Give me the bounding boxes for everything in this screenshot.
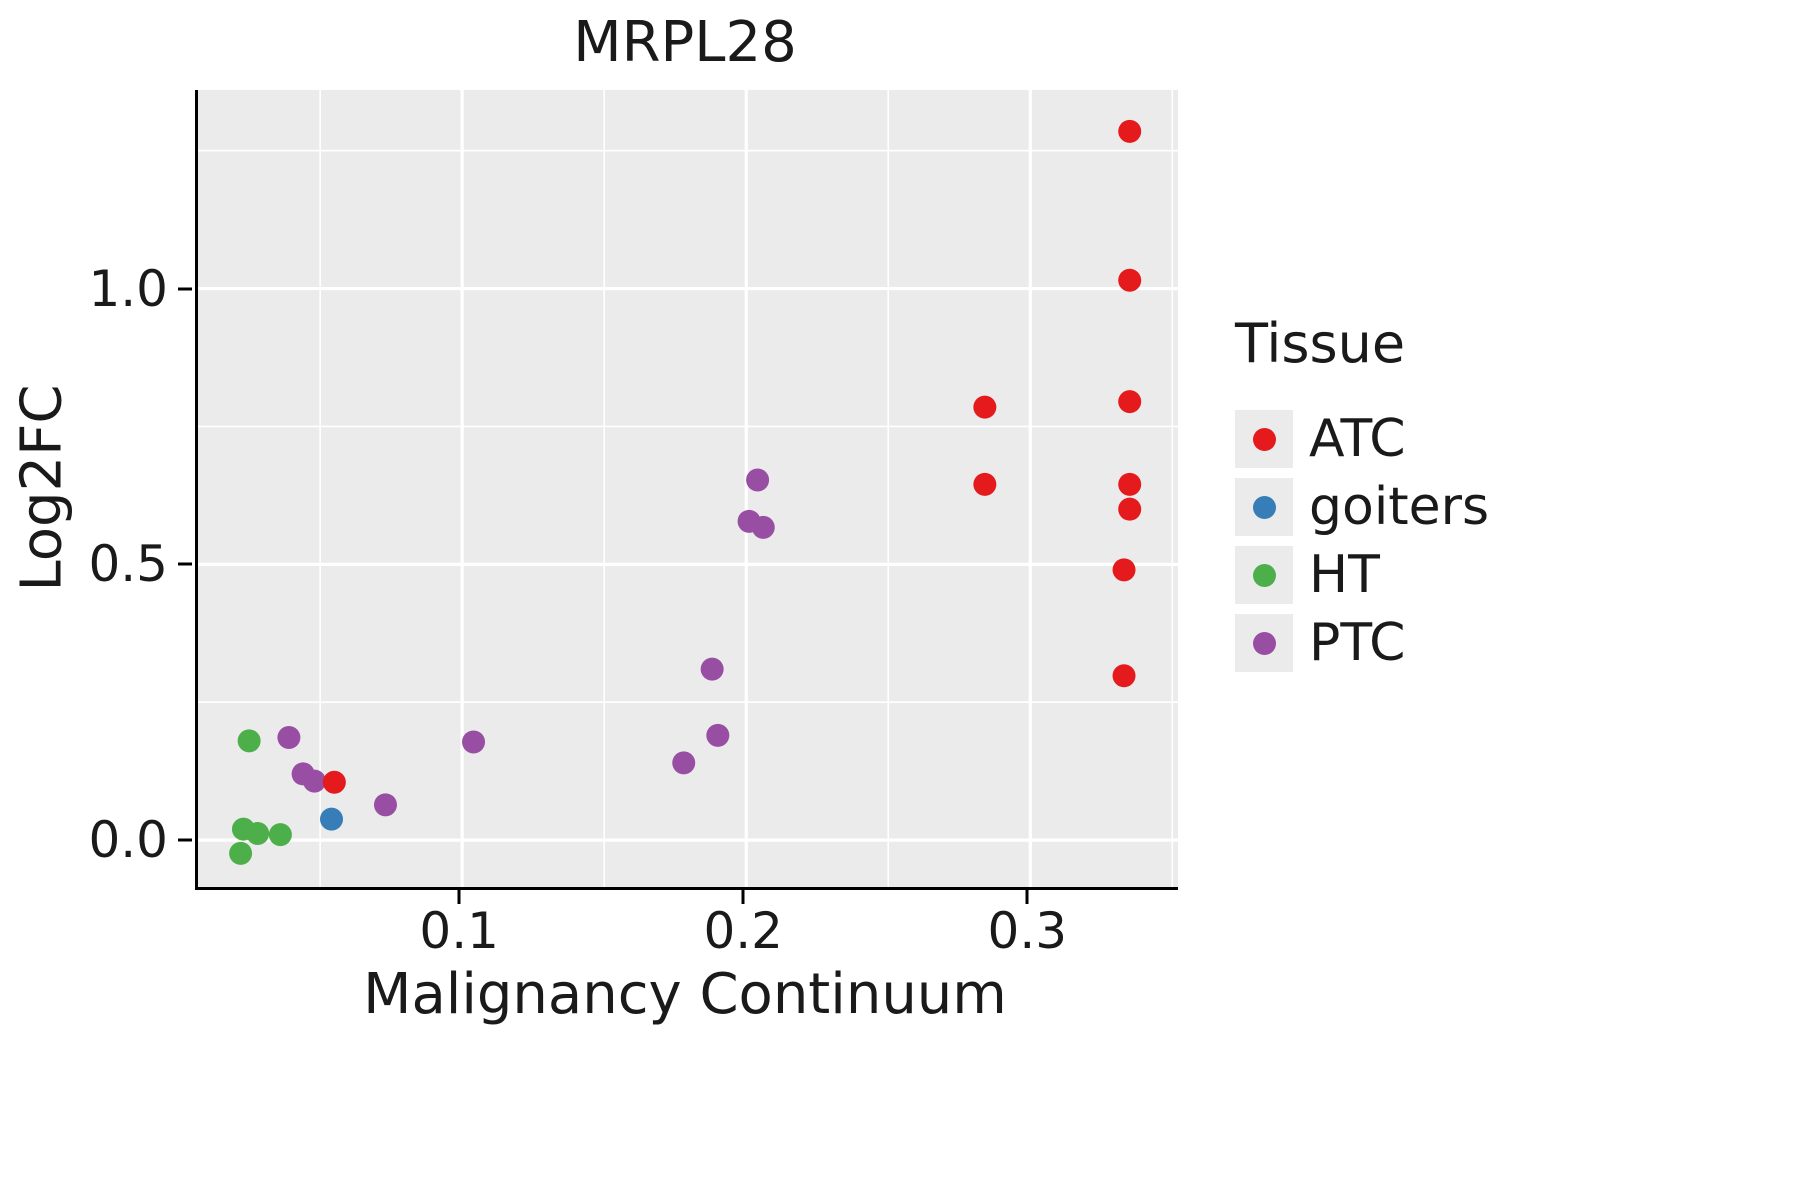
legend-key bbox=[1235, 410, 1293, 468]
data-point-ATC[interactable] bbox=[973, 472, 997, 496]
x-tick-label: 0.2 bbox=[703, 902, 783, 960]
legend-label: HT bbox=[1309, 545, 1380, 605]
data-point-PTC[interactable] bbox=[706, 723, 730, 747]
data-point-ATC[interactable] bbox=[1118, 390, 1142, 414]
data-point-ATC[interactable] bbox=[1118, 119, 1142, 143]
x-tick-mark bbox=[457, 890, 461, 904]
data-point-PTC[interactable] bbox=[462, 730, 486, 754]
data-point-ATC[interactable] bbox=[1112, 558, 1136, 582]
x-tick-label: 0.3 bbox=[987, 902, 1068, 960]
y-tick-mark bbox=[178, 562, 192, 566]
x-tick-mark bbox=[741, 890, 745, 904]
data-point-PTC[interactable] bbox=[700, 657, 724, 681]
y-axis-title: Log2FC bbox=[9, 384, 75, 592]
data-point-ATC[interactable] bbox=[1118, 497, 1142, 521]
legend-label: PTC bbox=[1309, 613, 1406, 673]
y-tick-mark bbox=[178, 838, 192, 842]
legend-label: goiters bbox=[1309, 477, 1490, 537]
data-point-ATC[interactable] bbox=[322, 770, 346, 794]
x-tick-mark bbox=[1025, 890, 1029, 904]
data-point-PTC[interactable] bbox=[751, 515, 775, 539]
data-point-PTC[interactable] bbox=[302, 769, 326, 793]
data-point-HT[interactable] bbox=[268, 823, 292, 847]
legend-key bbox=[1235, 478, 1293, 536]
data-point-PTC[interactable] bbox=[277, 726, 301, 750]
legend-dot-icon bbox=[1252, 563, 1276, 587]
x-axis-title: Malignancy Continuum bbox=[363, 962, 1007, 1027]
legend-key bbox=[1235, 614, 1293, 672]
y-tick-label: 1.0 bbox=[88, 259, 168, 318]
legend-item-PTC[interactable]: PTC bbox=[1235, 613, 1489, 673]
data-point-ATC[interactable] bbox=[973, 395, 997, 419]
data-point-HT[interactable] bbox=[246, 821, 270, 845]
legend-items: ATC goiters HT PTC bbox=[1235, 409, 1489, 673]
y-tick-label: 0.0 bbox=[88, 811, 168, 870]
legend-dot-icon bbox=[1252, 495, 1276, 519]
legend-item-HT[interactable]: HT bbox=[1235, 545, 1489, 605]
legend-dot-icon bbox=[1252, 427, 1276, 451]
data-point-HT[interactable] bbox=[229, 841, 253, 865]
data-point-PTC[interactable] bbox=[672, 751, 696, 775]
legend: Tissue ATC goiters HT PTC bbox=[1235, 312, 1489, 681]
data-point-PTC[interactable] bbox=[746, 468, 770, 492]
legend-dot-icon bbox=[1252, 631, 1276, 655]
data-point-ATC[interactable] bbox=[1118, 268, 1142, 292]
data-point-PTC[interactable] bbox=[373, 793, 397, 817]
chart-title: MRPL28 bbox=[573, 10, 797, 75]
plot-panel bbox=[195, 90, 1178, 890]
y-tick-mark bbox=[178, 287, 192, 291]
y-tick-label: 0.5 bbox=[88, 535, 168, 594]
data-point-goiters[interactable] bbox=[320, 807, 344, 831]
legend-label: ATC bbox=[1309, 409, 1406, 469]
data-point-HT[interactable] bbox=[237, 729, 261, 753]
plot-canvas bbox=[198, 90, 1178, 887]
data-point-ATC[interactable] bbox=[1112, 664, 1136, 688]
legend-item-goiters[interactable]: goiters bbox=[1235, 477, 1489, 537]
legend-key bbox=[1235, 546, 1293, 604]
legend-title: Tissue bbox=[1235, 312, 1406, 375]
legend-item-ATC[interactable]: ATC bbox=[1235, 409, 1489, 469]
x-tick-label: 0.1 bbox=[419, 902, 499, 960]
data-point-ATC[interactable] bbox=[1118, 472, 1142, 496]
